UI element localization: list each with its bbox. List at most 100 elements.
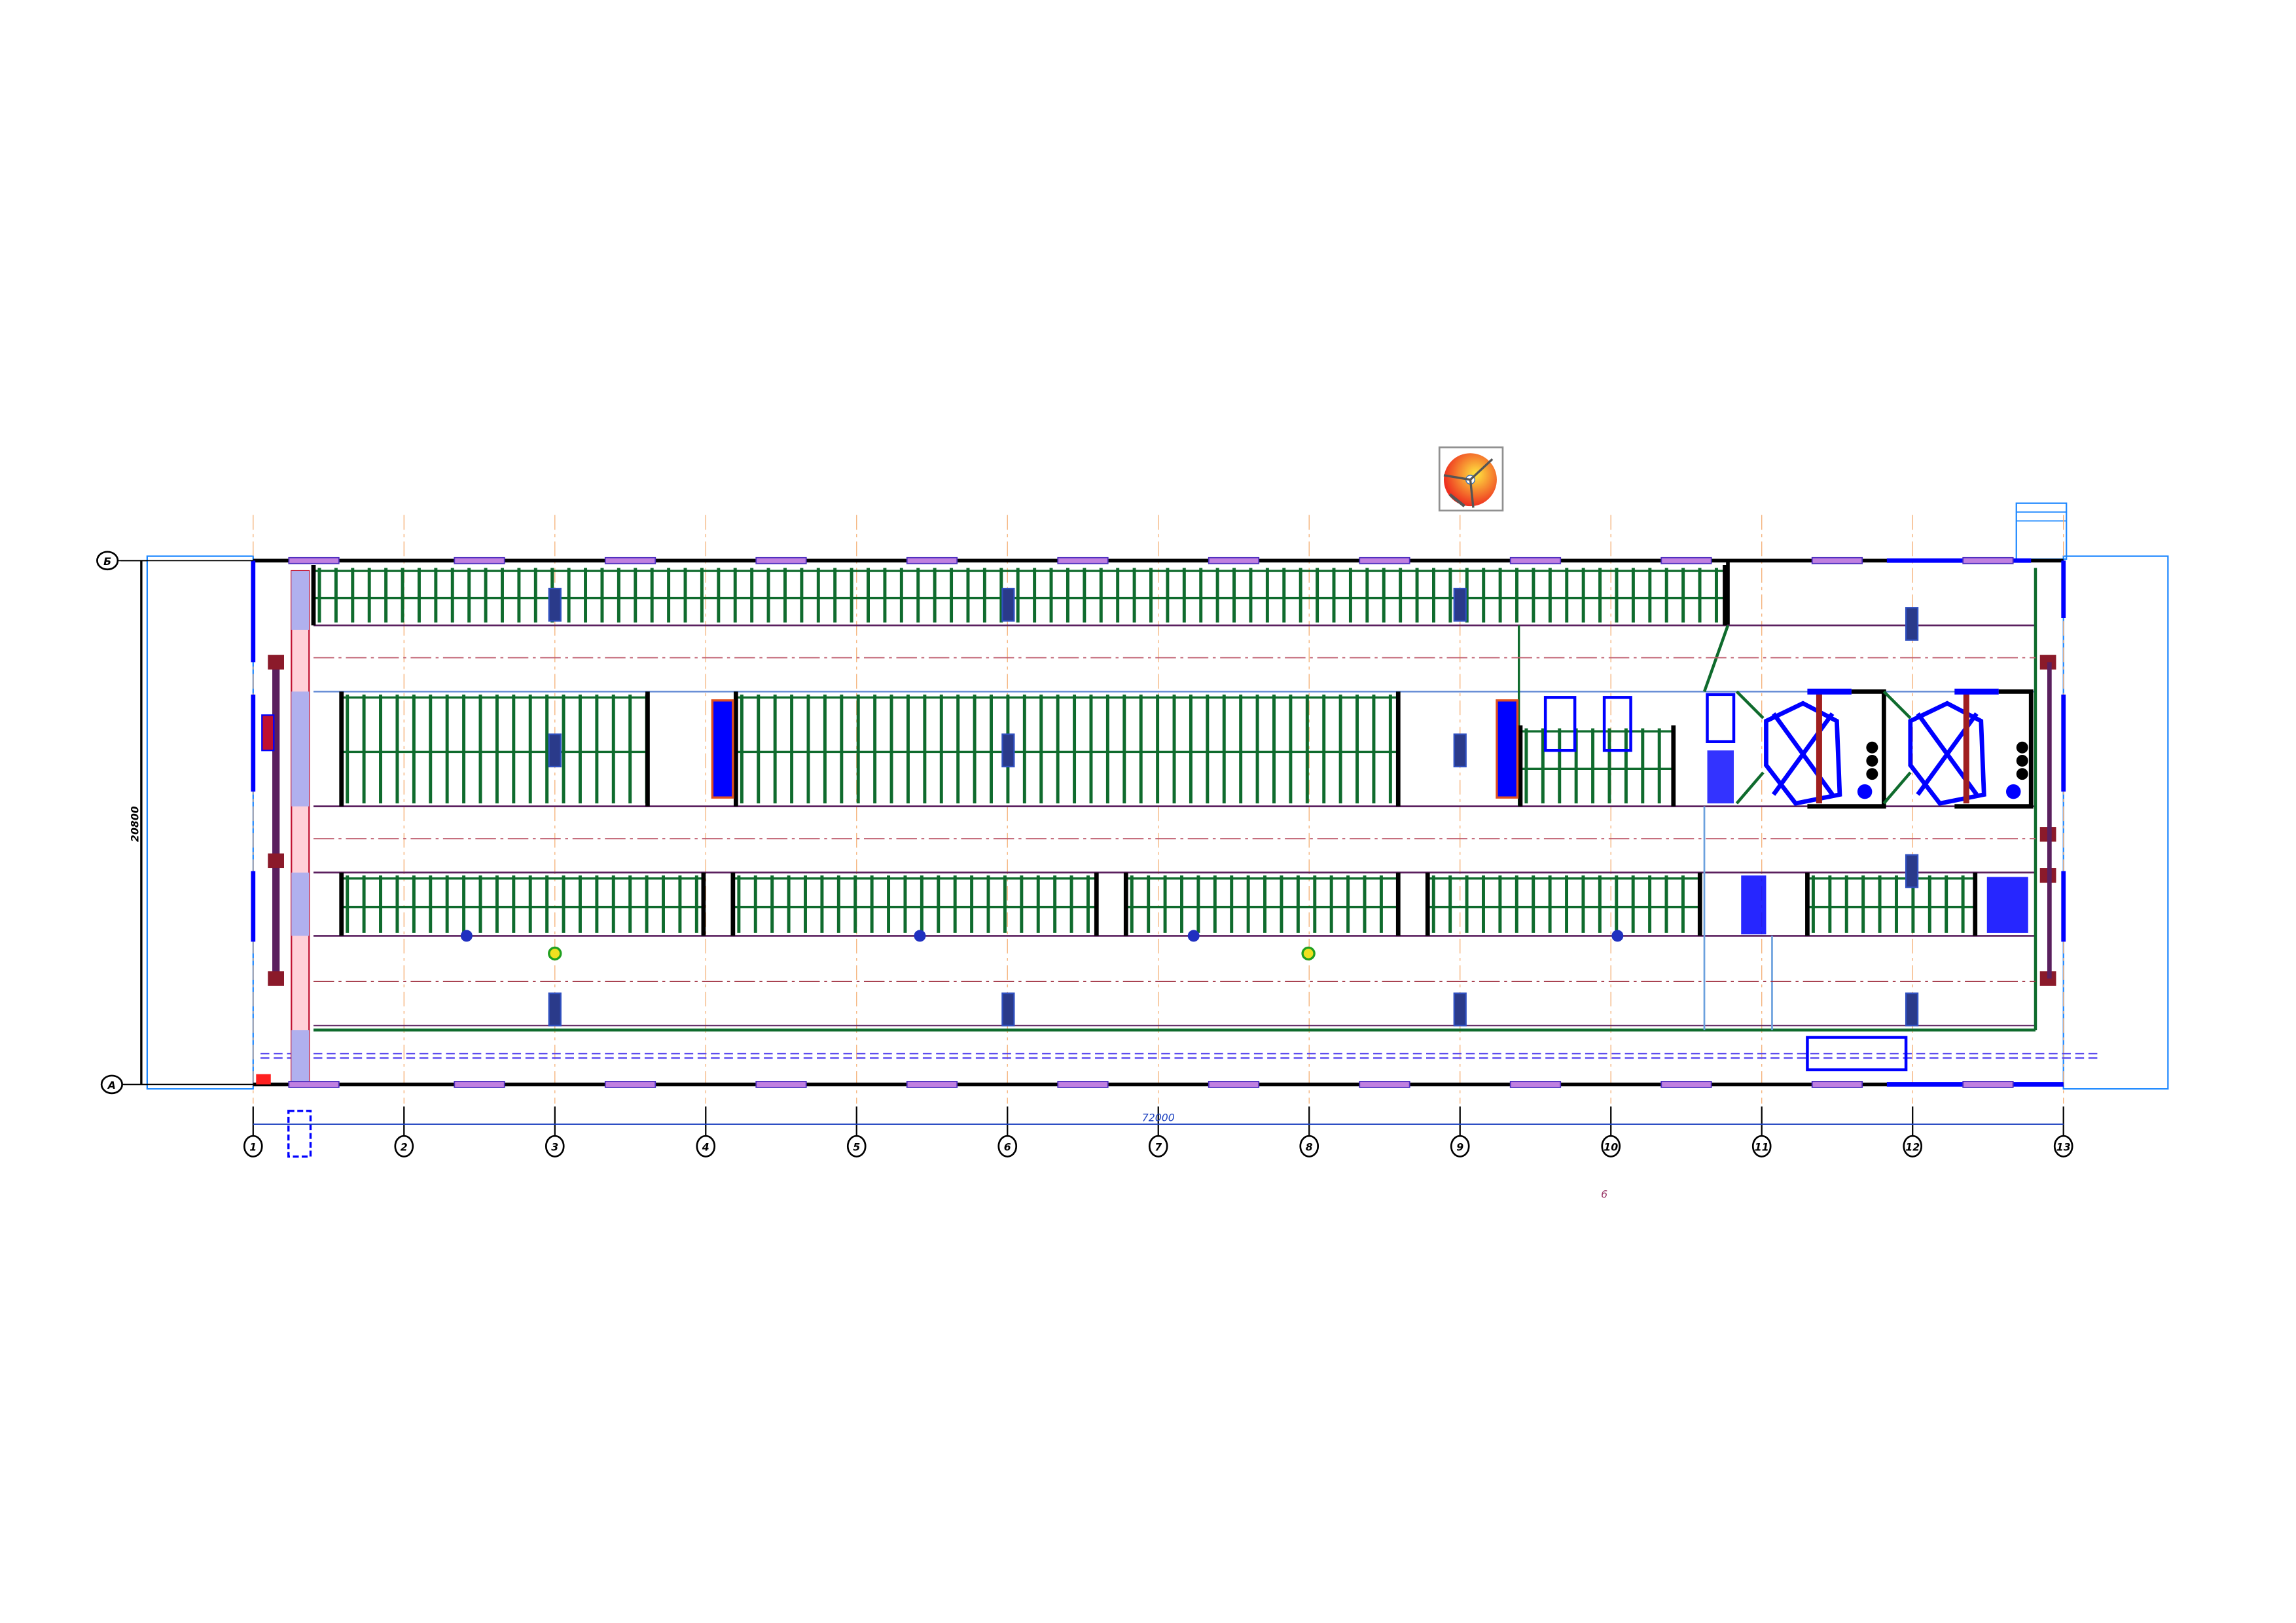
axis-bubble	[1299, 1135, 1319, 1158]
column-axis-7: 7	[1148, 515, 1168, 1158]
column-axis-10: 10	[1601, 515, 1621, 1158]
fan-icon	[548, 733, 562, 768]
row-axis-A: А	[100, 1074, 253, 1095]
window	[1811, 556, 1863, 564]
column-axis-label: 12	[1905, 1141, 1920, 1154]
window	[1359, 1081, 1410, 1088]
window	[1509, 556, 1562, 564]
column-axis-label: 6	[1004, 1141, 1011, 1154]
window	[604, 1081, 656, 1088]
fan-icon	[1453, 733, 1467, 768]
window	[1660, 556, 1712, 564]
axis-bubble	[1450, 1135, 1470, 1158]
fan-icon	[1001, 733, 1015, 768]
window	[1208, 556, 1260, 564]
stall-row-lower-5	[1805, 872, 1978, 936]
window	[454, 556, 505, 564]
width-dimension: 20800	[128, 806, 141, 842]
window	[1509, 1081, 1562, 1088]
milking-equipment	[711, 688, 2034, 1072]
axis-bubble	[2053, 1135, 2073, 1158]
stall-rows	[311, 565, 1978, 936]
dimensions: 20800 72000 6	[120, 560, 2064, 1200]
fan-icon	[548, 992, 562, 1027]
axis-bubble	[1751, 1135, 1772, 1158]
sheet-number: 6	[1601, 1188, 1607, 1200]
column-axis-label: 4	[702, 1141, 709, 1154]
milking-rotary-unit-2	[1908, 688, 2034, 809]
drinker-icon	[1611, 930, 1624, 942]
drinker-icon	[460, 930, 473, 942]
stall-row-middle-2	[733, 691, 1401, 807]
ventilation-fans	[460, 587, 1919, 1027]
window	[906, 556, 958, 564]
stall-row-top	[311, 565, 1727, 626]
fan-icon	[1453, 587, 1467, 622]
column-axis-8: 8	[1299, 515, 1319, 1158]
axis-bubble	[1148, 1135, 1168, 1158]
row-axis-B: Б	[96, 551, 253, 571]
drinker-icon	[1187, 930, 1200, 942]
axis-bubble	[394, 1135, 414, 1158]
column-axis-5: 5	[846, 515, 867, 1158]
window	[1057, 556, 1109, 564]
window	[1811, 1081, 1863, 1088]
fan-icon	[1905, 854, 1919, 888]
site-outline	[146, 502, 2169, 1090]
window	[906, 1081, 958, 1088]
window	[1962, 556, 2014, 564]
fan-icon	[1001, 992, 1015, 1027]
ring-logo-icon	[1438, 446, 1504, 512]
column-axis-label: 8	[1306, 1141, 1313, 1154]
grid-axes: 1 2 3 4 5 6 7 8 9 10 11 12 13	[243, 515, 2073, 1158]
hydrant-icon	[1301, 946, 1316, 961]
column-axis-label: 9	[1456, 1141, 1463, 1154]
column-axis-label: 7	[1155, 1141, 1162, 1154]
axis-bubble	[696, 1135, 716, 1158]
window	[288, 556, 340, 564]
fan-icon	[1905, 607, 1919, 641]
window	[755, 556, 807, 564]
stall-row-lower-4	[1425, 872, 1702, 936]
window	[1660, 1081, 1712, 1088]
column-axis-label: 10	[1604, 1141, 1618, 1154]
stall-row-lower-3	[1123, 872, 1401, 936]
axis-bubble	[545, 1135, 565, 1158]
column-axis-label: 3	[551, 1141, 558, 1154]
drinker-icon	[914, 930, 926, 942]
stall-row-middle-3	[1518, 725, 1676, 807]
stall-row-middle-1	[339, 691, 650, 807]
stall-row-lower-1	[339, 872, 706, 936]
window	[1057, 1081, 1109, 1088]
column-axis-label: 5	[853, 1141, 860, 1154]
pen-partitions	[260, 568, 2099, 1059]
window	[1208, 1081, 1260, 1088]
windows	[288, 556, 2014, 1088]
row-axis-label: А	[107, 1079, 116, 1091]
centerlines	[313, 657, 2036, 982]
axis-bubble	[846, 1135, 867, 1158]
window	[604, 556, 656, 564]
window	[288, 1081, 340, 1088]
column-axis-label: 13	[2056, 1141, 2071, 1154]
stall-row-lower-2	[730, 872, 1099, 936]
column-axis-4: 4	[696, 515, 716, 1158]
column-axis-11: 11	[1751, 515, 1772, 1158]
column-axis-13: 13	[2053, 515, 2073, 1158]
row-axis-label: Б	[103, 555, 111, 568]
fan-icon	[548, 587, 562, 622]
axis-bubble	[243, 1135, 263, 1158]
feed-passage	[256, 570, 2056, 1158]
window	[454, 1081, 505, 1088]
fan-icon	[1001, 587, 1015, 622]
window	[1359, 556, 1410, 564]
axis-bubble	[1903, 1135, 1923, 1158]
column-axis-2: 2	[394, 515, 414, 1158]
window	[1962, 1081, 2014, 1088]
fan-icon	[1453, 992, 1467, 1027]
axis-bubble	[1601, 1135, 1621, 1158]
window	[755, 1081, 807, 1088]
hydrant-icon	[548, 946, 562, 961]
milking-rotary-unit-1	[1764, 688, 1886, 809]
